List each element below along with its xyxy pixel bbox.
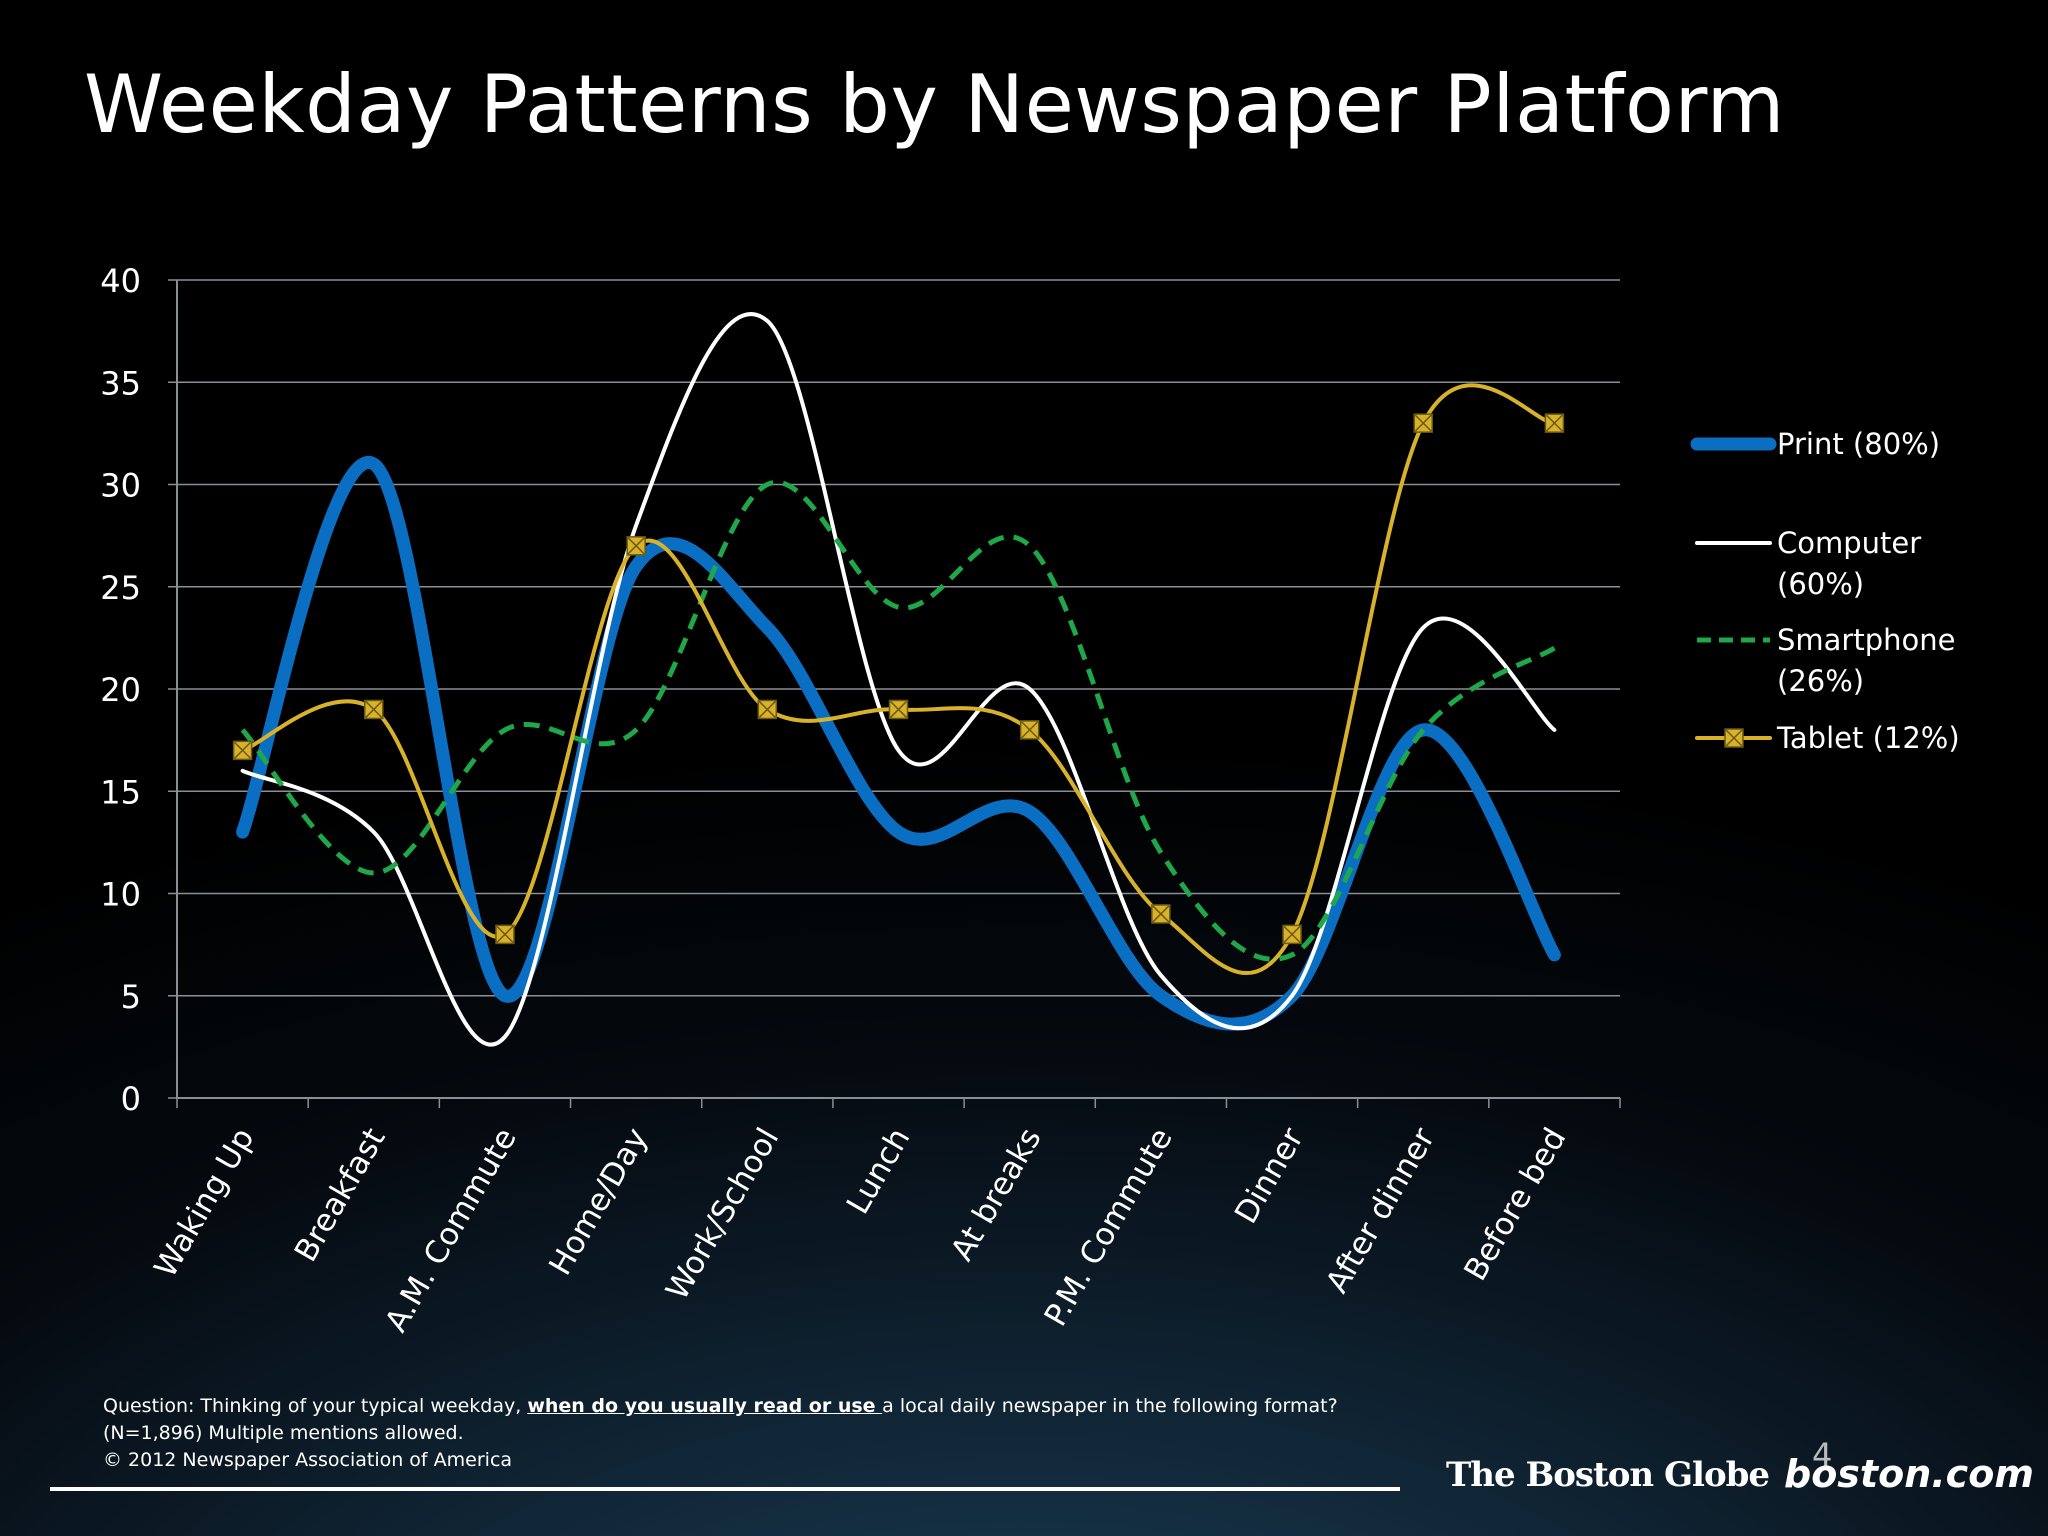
y-tick-label: 25 [100, 569, 141, 607]
y-tick-label: 10 [100, 876, 141, 914]
x-tick-label: Work/School [659, 1122, 786, 1306]
legend-entry-2: Smartphone (26%) [1697, 623, 1955, 698]
legend-label: Computer (60%) [1777, 526, 1921, 601]
x-tick-label: At breaks [944, 1122, 1048, 1267]
x-tick-label: P.M. Commute [1038, 1122, 1180, 1332]
y-tick-label: 15 [100, 773, 141, 811]
tablet-marker [626, 536, 646, 556]
boston-com-logo: boston.com [1784, 1452, 2034, 1496]
x-tick-label: Home/Day [542, 1122, 655, 1281]
y-tick-label: 40 [100, 262, 141, 300]
tablet-marker [1544, 413, 1565, 433]
legend-label: Print (80%) [1777, 427, 1940, 461]
x-tick-label: Breakfast [288, 1122, 393, 1268]
tablet-marker [495, 924, 515, 945]
gridlines [177, 279, 1620, 997]
legend-entry-1: Computer (60%) [1695, 526, 1921, 601]
tablet-markers [232, 413, 1565, 945]
tablet-marker [1282, 924, 1302, 945]
footnotes: Question: Thinking of your typical weekd… [103, 1393, 1338, 1474]
sample-note: (N=1,896) Multiple mentions allowed. [103, 1422, 464, 1444]
y-tick-labels: 0 5 10 15 20 25 30 35 40 [100, 262, 141, 1118]
tablet-marker [364, 699, 384, 720]
y-tick-label: 5 [121, 978, 141, 1016]
y-tick-label: 0 [121, 1080, 141, 1118]
y-tick-label: 30 [100, 467, 141, 505]
axes [168, 279, 1621, 1108]
series-line-0 [236, 456, 1561, 1031]
page-number: 4 [1812, 1436, 1833, 1474]
legend-label: Smartphone (26%) [1777, 623, 1955, 698]
x-tick-label: Waking Up [147, 1122, 261, 1284]
tablet-marker [757, 699, 778, 720]
y-tick-label: 35 [100, 364, 141, 402]
legend: Print (80%) Computer (60%) Smartphone (26%) T… [1690, 427, 1960, 755]
legend-label: Tablet (12%) [1776, 721, 1960, 755]
x-tick-label: Before bed [1457, 1122, 1573, 1287]
series-lines [236, 312, 1561, 1047]
x-tick-label: After dinner [1319, 1122, 1442, 1299]
y-tick-label: 20 [100, 671, 141, 709]
question-note: Question: Thinking of your typical weekd… [103, 1395, 1338, 1417]
legend-entry-0: Print (80%) [1690, 427, 1940, 461]
x-tick-label: Lunch [840, 1122, 918, 1220]
copyright-note: © 2012 Newspaper Association of America [103, 1449, 513, 1471]
x-tick-label: Dinner [1228, 1122, 1311, 1230]
boston-globe-logo: The Boston Globe [1446, 1455, 1770, 1495]
tablet-marker [1413, 413, 1433, 433]
legend-entry-3: Tablet (12%) [1695, 721, 1960, 755]
x-tick-label: A.M. Commute [378, 1122, 524, 1338]
tablet-marker [1151, 904, 1171, 924]
tablet-marker [1019, 720, 1040, 740]
series-line-3 [240, 383, 1557, 975]
slide-title: Weekday Patterns by Newspaper Platform [84, 58, 1785, 151]
series-line-2 [240, 479, 1556, 962]
footer-rule [50, 1487, 1400, 1491]
tablet-marker [232, 740, 253, 761]
tablet-marker [888, 699, 909, 720]
